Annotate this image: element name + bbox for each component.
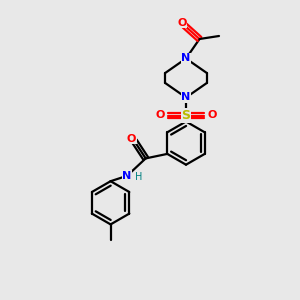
Text: O: O — [127, 134, 136, 144]
Text: N: N — [182, 53, 190, 64]
Text: O: O — [207, 110, 217, 121]
Text: N: N — [182, 92, 190, 103]
Text: N: N — [122, 171, 132, 181]
Text: O: O — [155, 110, 165, 121]
Text: S: S — [182, 109, 190, 122]
Text: H: H — [135, 172, 142, 182]
Text: O: O — [177, 17, 187, 28]
